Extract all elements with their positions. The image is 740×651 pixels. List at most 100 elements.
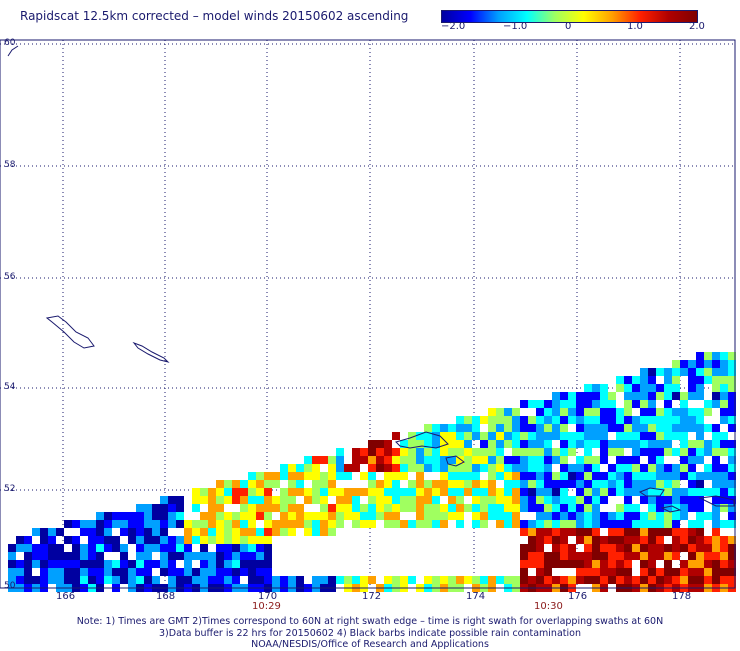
wind-cell <box>712 528 720 536</box>
wind-cell <box>712 424 720 432</box>
wind-cell <box>304 464 312 472</box>
wind-cell <box>600 472 608 480</box>
wind-cell <box>376 504 384 512</box>
wind-cell <box>232 544 240 552</box>
wind-cell <box>560 408 568 416</box>
wind-cell <box>728 472 736 480</box>
wind-cell <box>664 424 672 432</box>
wind-cell <box>328 512 336 520</box>
wind-cell <box>472 424 480 432</box>
wind-cell <box>680 472 688 480</box>
wind-cell <box>264 520 272 528</box>
wind-cell <box>312 496 320 504</box>
wind-cell <box>568 408 576 416</box>
wind-cell <box>512 416 520 424</box>
wind-cell <box>688 408 696 416</box>
wind-cell <box>456 520 464 528</box>
wind-cell <box>688 560 696 568</box>
wind-cell <box>560 576 568 584</box>
wind-cell <box>728 536 736 544</box>
wind-cell <box>384 520 392 528</box>
wind-cell <box>704 512 712 520</box>
wind-cell <box>424 448 432 456</box>
wind-cell <box>664 480 672 488</box>
wind-cell <box>496 496 504 504</box>
wind-cell <box>640 560 648 568</box>
time-label: 10:30 <box>534 601 563 612</box>
wind-cell <box>656 552 664 560</box>
wind-cell <box>328 472 336 480</box>
wind-cell <box>560 416 568 424</box>
wind-cell <box>40 576 48 584</box>
wind-cell <box>664 528 672 536</box>
wind-cell <box>136 552 144 560</box>
wind-cell <box>584 464 592 472</box>
wind-cell <box>88 552 96 560</box>
wind-cell <box>624 488 632 496</box>
wind-cell <box>512 440 520 448</box>
wind-cell <box>408 520 416 528</box>
wind-cell <box>248 480 256 488</box>
wind-cell <box>56 576 64 584</box>
wind-cell <box>576 424 584 432</box>
wind-cell <box>216 504 224 512</box>
wind-cell <box>600 456 608 464</box>
wind-cell <box>696 512 704 520</box>
wind-cell <box>152 544 160 552</box>
wind-cell <box>320 504 328 512</box>
island-bering <box>45 315 95 349</box>
wind-cell <box>664 472 672 480</box>
wind-cell <box>728 552 736 560</box>
wind-cell <box>448 480 456 488</box>
wind-cell <box>280 520 288 528</box>
wind-cell <box>688 456 696 464</box>
wind-cell <box>592 432 600 440</box>
wind-cell <box>264 560 272 568</box>
wind-cell <box>408 496 416 504</box>
wind-cell <box>472 504 480 512</box>
wind-cell <box>656 520 664 528</box>
wind-cell <box>624 416 632 424</box>
wind-cell <box>480 456 488 464</box>
wind-cell <box>656 576 664 584</box>
wind-cell <box>728 464 736 472</box>
wind-cell <box>664 568 672 576</box>
colorbar <box>441 10 698 23</box>
wind-cell <box>152 560 160 568</box>
wind-cell <box>440 448 448 456</box>
wind-cell <box>424 512 432 520</box>
wind-cell <box>648 504 656 512</box>
time-label: 10:29 <box>252 601 281 612</box>
wind-cell <box>720 472 728 480</box>
wind-cell <box>208 536 216 544</box>
wind-cell <box>8 544 16 552</box>
wind-cell <box>200 568 208 576</box>
wind-cell <box>32 544 40 552</box>
wind-cell <box>720 576 728 584</box>
wind-cell <box>568 416 576 424</box>
wind-cell <box>336 520 344 528</box>
wind-cell <box>240 528 248 536</box>
wind-cell <box>696 368 704 376</box>
wind-cell <box>256 536 264 544</box>
wind-cell <box>456 440 464 448</box>
wind-cell <box>640 568 648 576</box>
wind-cell <box>200 512 208 520</box>
wind-cell <box>712 488 720 496</box>
wind-cell <box>384 504 392 512</box>
wind-cell <box>296 464 304 472</box>
wind-cell <box>544 512 552 520</box>
wind-cell <box>288 472 296 480</box>
wind-cell <box>424 520 432 528</box>
wind-cell <box>488 464 496 472</box>
wind-cell <box>576 408 584 416</box>
wind-cell <box>696 448 704 456</box>
wind-cell <box>664 432 672 440</box>
wind-cell <box>672 416 680 424</box>
wind-cell <box>144 544 152 552</box>
wind-cell <box>440 440 448 448</box>
wind-cell <box>672 488 680 496</box>
wind-cell <box>536 400 544 408</box>
wind-cell <box>416 496 424 504</box>
